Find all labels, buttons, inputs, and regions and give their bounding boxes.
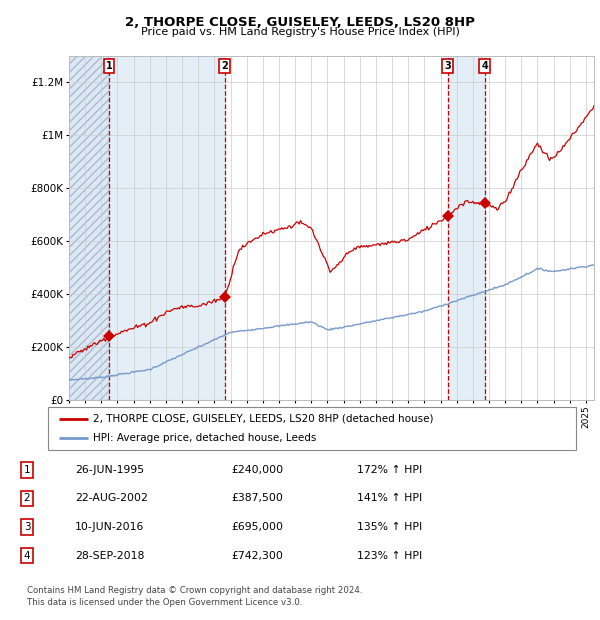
Text: 123% ↑ HPI: 123% ↑ HPI <box>357 551 422 560</box>
Text: 2: 2 <box>221 61 228 71</box>
Text: 135% ↑ HPI: 135% ↑ HPI <box>357 522 422 532</box>
Bar <box>109 56 225 400</box>
Text: 172% ↑ HPI: 172% ↑ HPI <box>357 465 422 475</box>
Text: 3: 3 <box>444 61 451 71</box>
Text: £695,000: £695,000 <box>231 522 283 532</box>
Text: 2, THORPE CLOSE, GUISELEY, LEEDS, LS20 8HP (detached house): 2, THORPE CLOSE, GUISELEY, LEEDS, LS20 8… <box>93 414 433 423</box>
Bar <box>448 56 485 400</box>
Text: 10-JUN-2016: 10-JUN-2016 <box>75 522 145 532</box>
Text: 4: 4 <box>481 61 488 71</box>
Bar <box>69 56 109 400</box>
Text: £387,500: £387,500 <box>231 494 283 503</box>
Text: 2: 2 <box>23 494 31 503</box>
FancyBboxPatch shape <box>48 407 576 450</box>
Text: 22-AUG-2002: 22-AUG-2002 <box>75 494 148 503</box>
Text: 3: 3 <box>23 522 31 532</box>
Text: 141% ↑ HPI: 141% ↑ HPI <box>357 494 422 503</box>
Text: £742,300: £742,300 <box>231 551 283 560</box>
Text: £240,000: £240,000 <box>231 465 283 475</box>
Text: 2, THORPE CLOSE, GUISELEY, LEEDS, LS20 8HP: 2, THORPE CLOSE, GUISELEY, LEEDS, LS20 8… <box>125 16 475 29</box>
Text: 26-JUN-1995: 26-JUN-1995 <box>75 465 144 475</box>
Text: Price paid vs. HM Land Registry's House Price Index (HPI): Price paid vs. HM Land Registry's House … <box>140 27 460 37</box>
Text: 4: 4 <box>23 551 31 560</box>
Bar <box>69 56 109 400</box>
Text: HPI: Average price, detached house, Leeds: HPI: Average price, detached house, Leed… <box>93 433 316 443</box>
Text: 28-SEP-2018: 28-SEP-2018 <box>75 551 145 560</box>
Text: Contains HM Land Registry data © Crown copyright and database right 2024.
This d: Contains HM Land Registry data © Crown c… <box>27 586 362 607</box>
Text: 1: 1 <box>23 465 31 475</box>
Text: 1: 1 <box>106 61 112 71</box>
